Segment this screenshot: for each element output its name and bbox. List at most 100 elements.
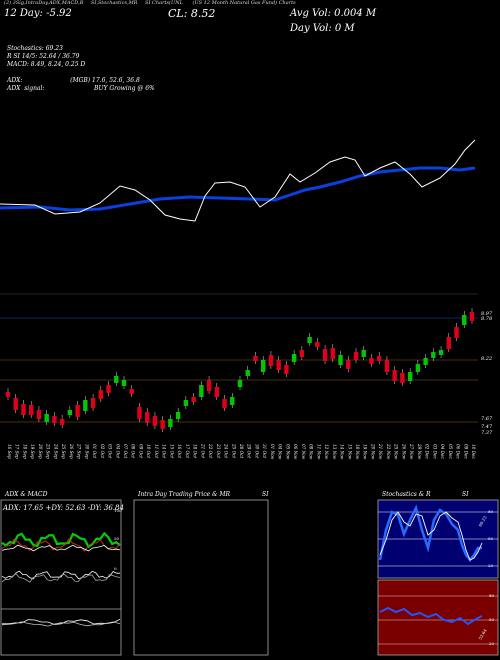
date-label: 18 Oct (193, 444, 198, 458)
date-label: 20 Nov (370, 443, 375, 460)
indicator-readouts: Stochastics: 69.23 R SI 14/5: 52.64 / 36… (7, 45, 155, 93)
adx-tick: 0 (114, 566, 117, 571)
candle (361, 350, 366, 357)
candle (98, 390, 103, 399)
rsi-readout: R SI 14/5: 52.64 / 36.79 (7, 53, 80, 60)
date-label: 01 Nov (270, 444, 275, 460)
date-label: 28 Oct (239, 443, 244, 458)
candle (5, 392, 11, 397)
stoch-tick: 80 (488, 509, 494, 514)
date-label: 21 Nov (378, 443, 383, 460)
date-label: 05 Dec (448, 444, 453, 459)
adx-signal-readout: ADX signal: BUY Growing @ 6% (7, 85, 155, 92)
candle (52, 416, 57, 423)
macd-line (1, 570, 120, 580)
date-label: 14 Nov (340, 444, 345, 460)
date-label: 27 Sep (77, 443, 82, 459)
date-label: 18 Nov (355, 444, 360, 460)
date-label: 26 Nov (401, 443, 406, 460)
tab-stochastics[interactable]: SI,Stochastics,MR (91, 0, 138, 6)
tab-intraday[interactable]: (2) 3Sig,IntraDay,ADX,MACD,B (4, 0, 84, 6)
price-tick: 8.22 (481, 356, 492, 362)
candle (315, 342, 320, 347)
date-label: 15 Nov (347, 444, 352, 460)
adx-values: ADX: 17.65 +DY: 52.63 -DY: 36.84 (2, 504, 124, 512)
date-label: 13 Nov (332, 444, 337, 460)
adx-line (1, 544, 121, 552)
macd-lower-line (2, 618, 121, 625)
adx-readout: ADX: (MGB) 17.6, 52.6, 36.8 (7, 77, 140, 84)
candle (168, 419, 173, 427)
candle (407, 372, 413, 381)
tab-fund[interactable]: (US 12 Month Natural Gas Fund) Charts (192, 0, 296, 6)
price-tick: 7.37 (481, 430, 493, 436)
rsi-tick: 20 (489, 641, 495, 646)
candle (129, 389, 134, 394)
close-price: CL: 8.52 (168, 7, 216, 20)
candle (222, 399, 227, 408)
candle (384, 360, 390, 372)
candle (175, 412, 181, 419)
candle (291, 354, 297, 362)
chart-tabs: (2) 3Sig,IntraDay,ADX,MACD,B SI,Stochast… (4, 0, 296, 6)
stochastics-readout: Stochastics: 69.23 (7, 45, 63, 52)
moving-average-line (0, 166, 476, 212)
date-label: 25 Nov (394, 443, 399, 460)
candle (346, 360, 351, 369)
adx-panel-title: ADX & MACD (5, 491, 48, 498)
candle (307, 337, 312, 343)
date-label: 24 Oct (224, 443, 229, 458)
candle (245, 370, 250, 376)
adx-panel: ADX: 17.65 +DY: 52.63 -DY: 36.84 100 50 … (0, 499, 124, 656)
candle (299, 350, 305, 357)
candle (253, 356, 258, 361)
candle (353, 352, 359, 360)
macd-signal-line (1, 573, 121, 583)
intraday-panel (133, 499, 269, 656)
date-label: 19 Sep (30, 444, 35, 459)
date-label: 06 Dec (456, 444, 461, 459)
stochastic-k-line (378, 504, 482, 563)
candle (106, 385, 111, 393)
date-label: 10 Oct (146, 444, 151, 458)
date-label: 22 Nov (386, 443, 391, 460)
candle (322, 349, 328, 361)
date-label: 23 Sep (46, 443, 51, 459)
candle (369, 358, 374, 364)
candle (454, 327, 459, 338)
date-label: 16 Sep (7, 444, 12, 459)
price-tick: 8.78 (481, 316, 492, 322)
candle (469, 312, 475, 321)
date-label: 19 Nov (363, 444, 368, 460)
adx-minus-line (1, 538, 121, 552)
stoch-tick: 50 (488, 536, 494, 541)
stoch-panel-title-2: SI (462, 491, 469, 498)
candle (261, 360, 266, 372)
candle (214, 387, 219, 397)
candle (59, 419, 65, 425)
date-label: 25 Oct (231, 443, 236, 458)
stochastic-d-line (379, 511, 483, 561)
rsi-tick: 80 (489, 593, 495, 598)
candle (446, 337, 451, 349)
date-label: 14 Oct (162, 444, 167, 458)
intraday-panel-title: Intra Day Trading Price & MR (138, 491, 231, 498)
candle (183, 400, 189, 406)
candle (145, 412, 150, 423)
rsi-tick: 50 (489, 617, 495, 622)
date-label: 30 Oct (254, 444, 259, 458)
candle (36, 410, 42, 419)
date-label: 18 Sep (22, 444, 27, 459)
date-label: 02 Dec (425, 444, 430, 459)
candle (44, 414, 49, 422)
tab-charts[interactable]: SI Charts(UNL (145, 0, 183, 6)
candle (338, 355, 343, 365)
candle (400, 373, 405, 383)
date-label: 02 Oct (100, 444, 105, 458)
date-label: 29 Oct (247, 443, 252, 458)
intraday-panel-title-2: SI (262, 491, 269, 498)
stoch-panel-title: Stochastics & R (382, 491, 431, 498)
date-label: 07 Oct (123, 444, 128, 458)
candle (114, 376, 119, 383)
macd-readout: MACD: 8.49, 8.24, 0.25 D (7, 61, 86, 68)
